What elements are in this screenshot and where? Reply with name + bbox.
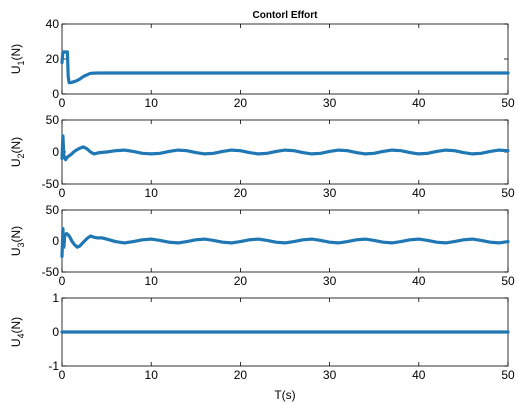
x-axis-label: T(s) (274, 388, 295, 402)
x-tick-label: 10 (145, 368, 159, 382)
x-tick-label: 20 (234, 96, 248, 110)
x-tick-label: 20 (234, 186, 248, 200)
y-tick-label: 20 (46, 52, 60, 66)
x-tick-label: 10 (145, 96, 159, 110)
x-tick-label: 30 (323, 186, 337, 200)
y-axis-label: U4(N) (9, 317, 26, 347)
series-line (60, 227, 510, 259)
y-tick-label: -50 (42, 177, 60, 191)
chart-title: Contorl Effort (253, 10, 319, 21)
x-tick-label: 30 (323, 274, 337, 288)
x-tick-label: 10 (145, 274, 159, 288)
y-axis-label: U1(N) (9, 44, 26, 74)
x-tick-label: 40 (412, 186, 426, 200)
x-tick-label: 40 (412, 368, 426, 382)
x-tick-label: 50 (501, 186, 515, 200)
series-line (60, 50, 510, 85)
y-tick-label: 0 (52, 234, 59, 248)
x-tick-label: 50 (501, 274, 515, 288)
y-tick-label: 0 (52, 145, 59, 159)
x-tick-label: 20 (234, 368, 248, 382)
x-tick-label: 0 (59, 96, 66, 110)
x-tick-label: 20 (234, 274, 248, 288)
subplot-1: 0 10 20 30 40 50 0 20 40 U1(N) (9, 17, 515, 110)
y-axis-label: U3(N) (9, 226, 26, 256)
x-tick-label: 40 (412, 274, 426, 288)
y-tick-label: 0 (52, 87, 59, 101)
x-tick-label: 30 (323, 96, 337, 110)
y-axis-label: U2(N) (9, 137, 26, 167)
y-tick-label: 50 (46, 113, 60, 127)
x-tick-label: 0 (59, 186, 66, 200)
x-tick-label: 50 (501, 96, 515, 110)
y-tick-label: 1 (52, 291, 59, 305)
x-tick-label: 0 (59, 274, 66, 288)
y-tick-label: 0 (52, 325, 59, 339)
axes-box (61, 23, 509, 95)
x-tick-label: 50 (501, 368, 515, 382)
x-tick-label: 10 (145, 186, 159, 200)
y-tick-label: -50 (42, 265, 60, 279)
y-tick-label: 40 (46, 17, 60, 31)
x-tick-label: 0 (59, 368, 66, 382)
x-tick-label: 30 (323, 368, 337, 382)
series-line (60, 134, 510, 162)
y-tick-label: 50 (46, 203, 60, 217)
x-tick-label: 40 (412, 96, 426, 110)
y-tick-label: -1 (48, 359, 59, 373)
